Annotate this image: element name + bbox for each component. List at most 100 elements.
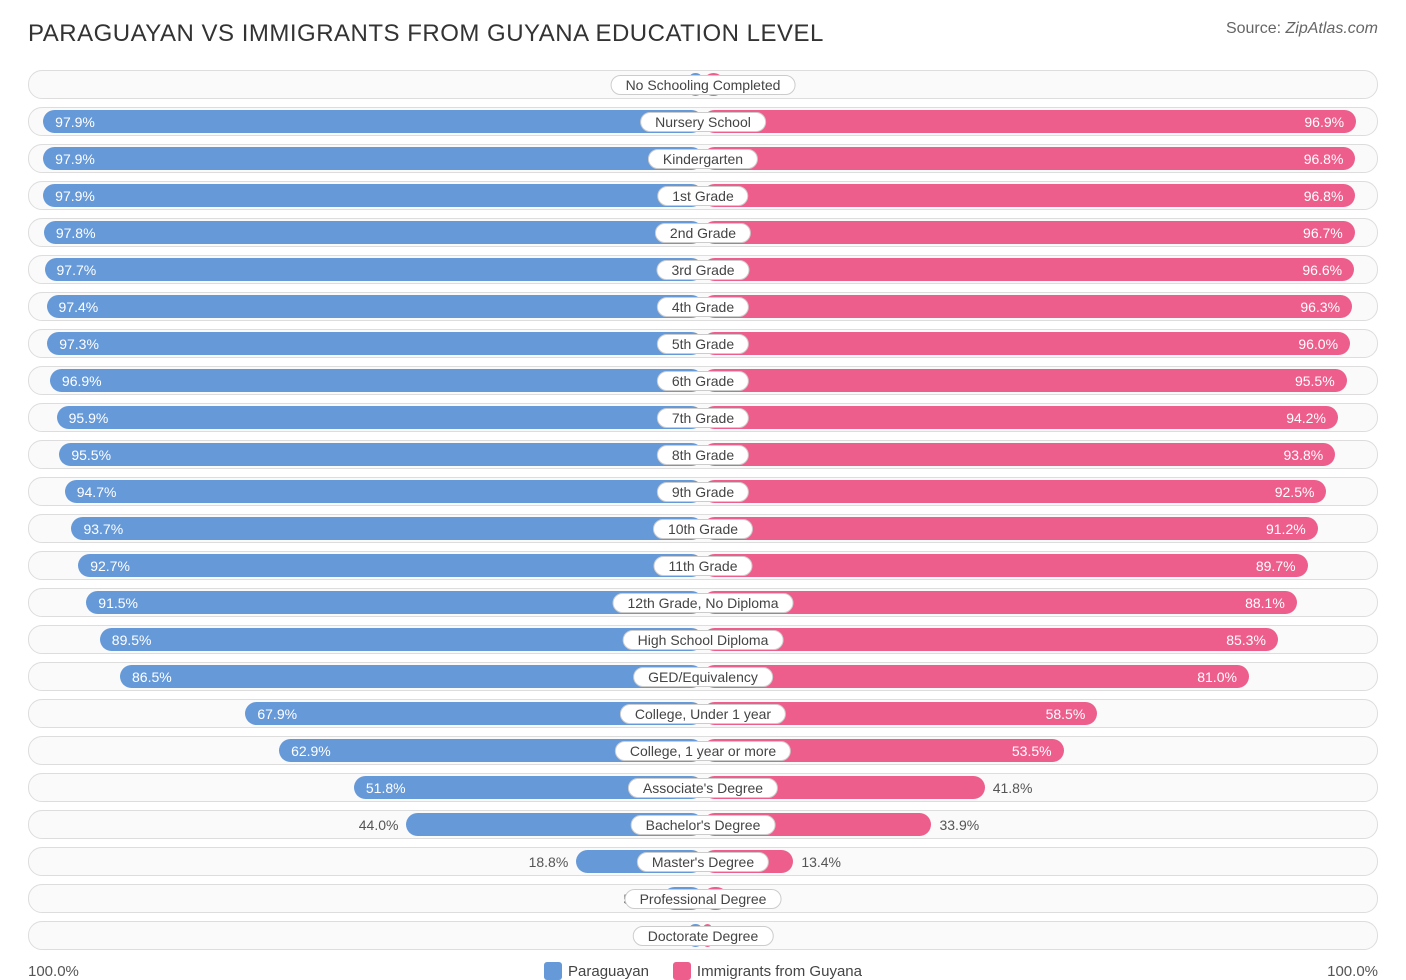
category-label: 10th Grade	[653, 519, 753, 539]
bar-right-value: 96.9%	[1304, 114, 1344, 130]
bar-left: 94.7%	[65, 480, 703, 503]
axis-right-label: 100.0%	[1327, 963, 1378, 980]
legend-swatch-left	[544, 962, 562, 980]
chart-row: 97.8% 96.7% 2nd Grade	[28, 218, 1378, 247]
category-label: 12th Grade, No Diploma	[613, 593, 794, 613]
category-label: Bachelor's Degree	[631, 815, 776, 835]
chart-row: 89.5%85.3%High School Diploma	[28, 625, 1378, 654]
bar-left-value: 89.5%	[112, 632, 152, 648]
bar-right: 89.7%	[703, 554, 1308, 577]
chart-row: 2.3%1.3%Doctorate Degree	[28, 921, 1378, 950]
chart-legend: Paraguayan Immigrants from Guyana	[544, 962, 862, 980]
bar-left-value: 97.9%	[55, 114, 95, 130]
bar-left-value: 92.7%	[90, 558, 130, 574]
bar-right-value: 93.8%	[1284, 447, 1324, 463]
category-label: 7th Grade	[657, 408, 749, 428]
chart-row: 86.5% 81.0% GED/Equivalency	[28, 662, 1378, 691]
bar-right: 93.8%	[703, 443, 1335, 466]
bar-left-value: 67.9%	[257, 706, 297, 722]
bar-left: 86.5%	[120, 665, 703, 688]
bar-right-value: 89.7%	[1256, 558, 1296, 574]
category-label: Professional Degree	[625, 889, 782, 909]
bar-left: 91.5%	[86, 591, 703, 614]
bar-left-value: 18.8%	[529, 854, 569, 870]
bar-left-value: 97.8%	[56, 225, 96, 241]
chart-row: 18.8% 13.4% Master's Degree	[28, 847, 1378, 876]
bar-right-value: 96.8%	[1304, 188, 1344, 204]
bar-left: 96.9%	[50, 369, 703, 392]
bar-left: 97.9%	[43, 147, 703, 170]
category-label: No Schooling Completed	[611, 75, 796, 95]
chart-row: 5.9%3.7%Professional Degree	[28, 884, 1378, 913]
legend-item-right: Immigrants from Guyana	[673, 962, 862, 980]
chart-row: 94.7%92.5%9th Grade	[28, 477, 1378, 506]
bar-right-value: 96.0%	[1298, 336, 1338, 352]
chart-title: PARAGUAYAN VS IMMIGRANTS FROM GUYANA EDU…	[28, 20, 824, 48]
bar-left: 93.7%	[71, 517, 703, 540]
bar-right: 96.0%	[703, 332, 1350, 355]
chart-source: Source: ZipAtlas.com	[1226, 20, 1378, 38]
bar-right: 81.0%	[703, 665, 1249, 688]
chart-row: 97.7% 96.6% 3rd Grade	[28, 255, 1378, 284]
chart-row: 44.0% 33.9% Bachelor's Degree	[28, 810, 1378, 839]
bar-right-value: 33.9%	[939, 817, 979, 833]
bar-left: 97.7%	[45, 258, 703, 281]
bar-right: 92.5%	[703, 480, 1326, 503]
bar-left: 97.4%	[47, 295, 703, 318]
category-label: 3rd Grade	[656, 260, 749, 280]
bar-left-value: 86.5%	[132, 669, 172, 685]
bar-right-value: 95.5%	[1295, 373, 1335, 389]
category-label: GED/Equivalency	[633, 667, 773, 687]
bar-left-value: 62.9%	[291, 743, 331, 759]
bar-right-value: 81.0%	[1197, 669, 1237, 685]
bar-left-value: 96.9%	[62, 373, 102, 389]
category-label: 8th Grade	[657, 445, 749, 465]
chart-row: 91.5% 88.1% 12th Grade, No Diploma	[28, 588, 1378, 617]
bar-right: 96.9%	[703, 110, 1356, 133]
bar-right-value: 92.5%	[1275, 484, 1315, 500]
category-label: Kindergarten	[648, 149, 758, 169]
chart-row: 93.7% 91.2% 10th Grade	[28, 514, 1378, 543]
bar-right-value: 53.5%	[1012, 743, 1052, 759]
chart-row: 95.5% 93.8% 8th Grade	[28, 440, 1378, 469]
bar-right-value: 91.2%	[1266, 521, 1306, 537]
bar-right: 96.8%	[703, 147, 1355, 170]
bar-left-value: 91.5%	[98, 595, 138, 611]
bar-right-value: 96.3%	[1300, 299, 1340, 315]
chart-footer: 100.0% Paraguayan Immigrants from Guyana…	[28, 962, 1378, 980]
chart-row: 97.9% 96.8% 1st Grade	[28, 181, 1378, 210]
category-label: 4th Grade	[657, 297, 749, 317]
category-label: 2nd Grade	[655, 223, 751, 243]
legend-swatch-right	[673, 962, 691, 980]
bar-left-value: 97.3%	[59, 336, 99, 352]
bar-left-value: 97.9%	[55, 151, 95, 167]
bar-right-value: 41.8%	[993, 780, 1033, 796]
chart-row: 97.9% 96.9% Nursery School	[28, 107, 1378, 136]
bar-right-value: 88.1%	[1245, 595, 1285, 611]
category-label: Nursery School	[640, 112, 766, 132]
chart-row: 97.3% 96.0% 5th Grade	[28, 329, 1378, 358]
bar-left: 97.9%	[43, 184, 703, 207]
category-label: 11th Grade	[653, 556, 752, 576]
bar-left-value: 44.0%	[359, 817, 399, 833]
chart-row: 2.2%3.1%No Schooling Completed	[28, 70, 1378, 99]
bar-right-value: 96.6%	[1302, 262, 1342, 278]
bar-left-value: 95.5%	[71, 447, 111, 463]
category-label: Doctorate Degree	[633, 926, 774, 946]
legend-label-right: Immigrants from Guyana	[697, 963, 862, 980]
category-label: Master's Degree	[637, 852, 769, 872]
category-label: 5th Grade	[657, 334, 749, 354]
chart-rows: 2.2%3.1%No Schooling Completed 97.9% 96.9%…	[28, 70, 1378, 950]
chart-row: 92.7% 89.7% 11th Grade	[28, 551, 1378, 580]
bar-right-value: 96.7%	[1303, 225, 1343, 241]
chart-row: 97.9% 96.8%Kindergarten	[28, 144, 1378, 173]
category-label: 1st Grade	[657, 186, 748, 206]
bar-right-value: 94.2%	[1286, 410, 1326, 426]
bar-left: 92.7%	[78, 554, 703, 577]
source-value: ZipAtlas.com	[1286, 20, 1378, 37]
bar-right-value: 13.4%	[801, 854, 841, 870]
chart-row: 67.9%58.5%College, Under 1 year	[28, 699, 1378, 728]
bar-left-value: 97.4%	[59, 299, 99, 315]
bar-left-value: 97.9%	[55, 188, 95, 204]
bar-right: 96.6%	[703, 258, 1354, 281]
